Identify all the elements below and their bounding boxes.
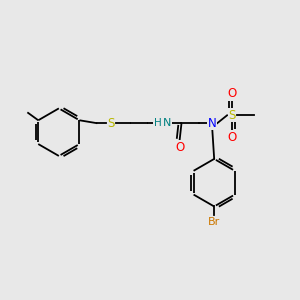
Text: S: S xyxy=(107,117,115,130)
Text: S: S xyxy=(228,109,236,122)
Text: O: O xyxy=(175,140,184,154)
Text: O: O xyxy=(227,87,237,100)
Text: N: N xyxy=(208,117,217,130)
Text: Br: Br xyxy=(208,217,220,227)
Text: H: H xyxy=(154,118,162,128)
Text: N: N xyxy=(163,118,171,128)
Text: O: O xyxy=(227,130,237,144)
